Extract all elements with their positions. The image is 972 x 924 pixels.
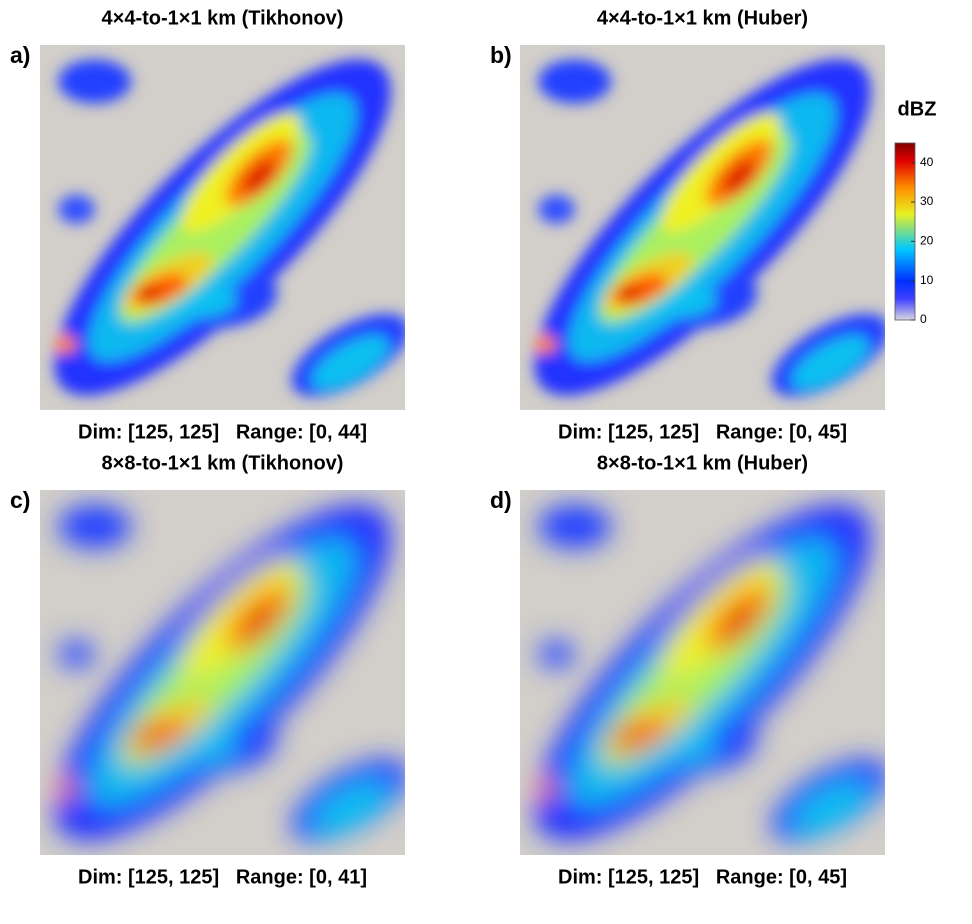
heatmap	[491, 461, 914, 884]
panel-label: a)	[10, 42, 30, 68]
field-blob	[538, 195, 575, 224]
field-blob	[535, 780, 557, 798]
heatmap	[491, 16, 914, 439]
colorbar-tick-label: 0	[920, 312, 927, 326]
field-blob	[615, 286, 644, 301]
field-blob	[538, 60, 611, 104]
panel-caption: Dim: [125, 125] Range: [0, 44]	[78, 421, 367, 443]
figure: 4×4-to-1×1 km (Tikhonov) a) Dim: [125, 125…	[0, 0, 972, 919]
field-blob	[58, 640, 95, 669]
panel-label: d)	[490, 487, 512, 513]
field-blob	[58, 60, 131, 104]
field-blob	[58, 505, 131, 549]
colorbar	[895, 143, 915, 320]
panel-label: c)	[10, 487, 30, 513]
panel-caption: Dim: [125, 125] Range: [0, 41]	[78, 866, 367, 888]
panel-title: 4×4-to-1×1 km (Tikhonov)	[102, 7, 344, 29]
colorbar-tick-label: 30	[920, 194, 934, 208]
panel-title: 4×4-to-1×1 km (Huber)	[597, 7, 808, 29]
field-blob	[538, 640, 575, 669]
panel-caption: Dim: [125, 125] Range: [0, 45]	[558, 866, 847, 888]
field-blob	[615, 731, 644, 746]
colorbar-title: dBZ	[898, 98, 937, 120]
panel-title: 8×8-to-1×1 km (Tikhonov)	[102, 452, 344, 474]
field-blob	[55, 335, 77, 353]
colorbar-tick-label: 40	[920, 155, 934, 169]
field-blob	[135, 731, 164, 746]
field-blob	[58, 195, 95, 224]
field-blob	[55, 780, 77, 798]
field-blob	[135, 286, 164, 301]
heatmap	[11, 16, 434, 439]
field-blob	[538, 505, 611, 549]
colorbar-tick-label: 10	[920, 273, 934, 287]
panel-label: b)	[490, 42, 512, 68]
colorbar-tick-label: 20	[920, 234, 934, 248]
field-blob	[535, 335, 557, 353]
panel-caption: Dim: [125, 125] Range: [0, 45]	[558, 421, 847, 443]
panel-title: 8×8-to-1×1 km (Huber)	[597, 452, 808, 474]
heatmap	[11, 461, 434, 884]
